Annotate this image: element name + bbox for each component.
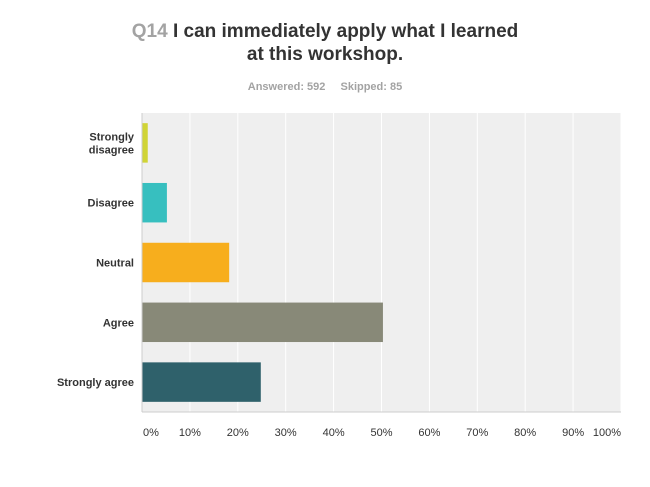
bar [142,182,167,223]
x-tick-label: 10% [179,427,201,439]
x-tick-label: 30% [275,427,297,439]
x-tick-label: 90% [562,427,584,439]
chart-title: Q14 I can immediately apply what I learn… [0,20,650,66]
question-text-line2: at this workshop. [246,44,404,65]
question-text-line1: I can immediately apply what I learned [172,21,519,42]
x-tick-label: 100% [593,427,621,439]
category-label: Strongly agree [57,377,134,389]
x-tick-label: 20% [227,427,249,439]
x-tick-label: 0% [143,427,159,439]
answered-count: Answered: 592 [247,81,326,93]
category-label: Agree [103,317,134,329]
bar [142,302,383,343]
skipped-count: Skipped: 85 [340,81,403,93]
question-number: Q14 [131,21,168,42]
bar [142,362,261,402]
x-tick-label: 50% [370,427,392,439]
response-stats: Answered: 592 Skipped: 85 [0,81,650,93]
x-tick-label: 70% [466,427,488,439]
category-label: Neutral [96,258,134,270]
category-label: disagree [89,144,134,156]
x-tick-label: 60% [418,427,440,439]
bar [142,123,148,163]
x-tick-label: 80% [514,427,536,439]
bar [142,242,230,283]
category-label: Strongly [89,131,134,143]
x-tick-label: 40% [323,427,345,439]
category-label: Disagree [88,198,134,210]
